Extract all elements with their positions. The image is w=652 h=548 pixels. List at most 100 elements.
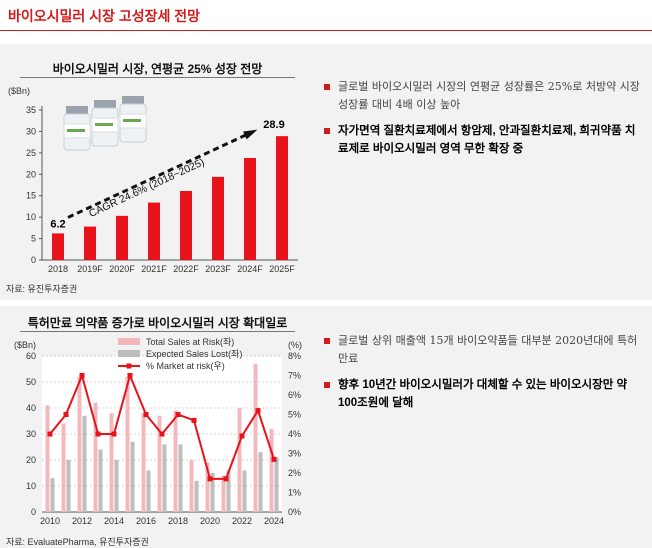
- bar-total-sales-2017: [157, 415, 162, 512]
- bar-total-sales-2011: [61, 423, 66, 512]
- point-market-at-risk-2018: [175, 412, 181, 417]
- bar-expected-lost-2017: [162, 444, 167, 512]
- x-tick-label: 2014: [104, 516, 124, 526]
- bullet-item: 글로벌 바이오시밀러 시장의 연평균 성장률은 25%로 처방약 시장 성장률 …: [324, 78, 642, 114]
- y-tick-right-label: 1%: [288, 488, 301, 498]
- section2-bullets: 글로벌 상위 매출액 15개 바이오약품들 대부분 2020년대에 특허만료 향…: [324, 332, 642, 420]
- y-tick-label: 10: [26, 212, 36, 222]
- x-tick-label: 2025F: [269, 264, 295, 274]
- bar-total-sales-2023: [253, 363, 258, 512]
- bar-total-sales-2021: [221, 475, 226, 512]
- bar-total-sales-2016: [141, 413, 146, 512]
- section1-bullets: 글로벌 바이오시밀러 시장의 연평균 성장률은 25%로 처방약 시장 성장률 …: [324, 78, 642, 166]
- point-market-at-risk-2019: [191, 417, 197, 423]
- bar-2021F: [148, 202, 160, 260]
- point-market-at-risk-2024: [271, 456, 277, 462]
- y-tick-right-label: 3%: [288, 449, 301, 459]
- bullet-text: 향후 10년간 바이오시밀러가 대체할 수 있는 바이오시장만 약 100조원에…: [338, 379, 628, 409]
- point-market-at-risk-2020: [207, 476, 213, 482]
- bullet-marker: [324, 84, 330, 90]
- title-divider: [0, 30, 652, 31]
- cagr-arrow-head: [243, 129, 258, 140]
- bullet-item: 향후 10년간 바이오시밀러가 대체할 수 있는 바이오시장만 약 100조원에…: [324, 376, 642, 412]
- point-market-at-risk-2016: [143, 412, 149, 417]
- x-tick-label: 2019F: [77, 264, 103, 274]
- bar-total-sales-2024: [269, 428, 274, 512]
- y-tick-left-label: 0: [31, 507, 36, 517]
- y-tick-label: 20: [26, 169, 36, 179]
- bar-expected-lost-2011: [66, 460, 71, 512]
- data-label-last: 28.9: [263, 119, 284, 131]
- bullet-text: 글로벌 바이오시밀러 시장의 연평균 성장률은 25%로 처방약 시장 성장률 …: [338, 80, 640, 111]
- legend-label-total: Total Sales at Risk(좌): [146, 337, 234, 347]
- x-tick-label: 2018: [48, 264, 68, 274]
- bullet-text: 자가면역 질환치료제에서 항암제, 안과질환치료제, 희귀약품 치료제로 바이오…: [338, 125, 636, 155]
- chart2-title-underline: [20, 331, 295, 332]
- y-tick-left-label: 10: [26, 481, 36, 491]
- point-market-at-risk-2012: [79, 373, 85, 378]
- bar-2022F: [180, 191, 192, 260]
- y-tick-left-label: 20: [26, 455, 36, 465]
- x-tick-label: 2022: [232, 516, 252, 526]
- y-tick-right-label: 8%: [288, 351, 301, 361]
- x-tick-label: 2012: [72, 516, 92, 526]
- bar-2020F: [116, 215, 128, 260]
- y-tick-label: 15: [26, 191, 36, 201]
- point-market-at-risk-2022: [239, 433, 245, 439]
- bar-2023F: [212, 176, 224, 260]
- legend-label-expected: Expected Sales Lost(좌): [146, 349, 242, 359]
- point-market-at-risk-2011: [63, 412, 69, 417]
- y-tick-left-label: 40: [26, 403, 36, 413]
- point-market-at-risk-2017: [159, 431, 165, 437]
- bar-expected-lost-2022: [242, 470, 247, 512]
- x-tick-label: 2022F: [173, 264, 199, 274]
- point-market-at-risk-2010: [47, 431, 53, 437]
- y-tick-left-label: 30: [26, 429, 36, 439]
- bar-expected-lost-2023: [258, 452, 263, 512]
- bar-expected-lost-2015: [130, 441, 135, 512]
- data-label-first: 6.2: [50, 218, 65, 230]
- chart2-title: 특허만료 의약품 증가로 바이오시밀러 시장 확대일로: [27, 316, 288, 330]
- bar-total-sales-2022: [237, 408, 242, 512]
- y-tick-right-label: 2%: [288, 468, 301, 478]
- point-market-at-risk-2021: [223, 476, 229, 482]
- bar-expected-lost-2014: [114, 460, 119, 512]
- page-title: 바이오시밀러 시장 고성장세 전망: [8, 8, 200, 24]
- y-tick-right-label: 7%: [288, 371, 301, 381]
- bullet-marker: [324, 128, 330, 134]
- bar-total-sales-2013: [93, 402, 98, 512]
- bar-expected-lost-2024: [274, 457, 279, 512]
- bar-total-sales-2018: [173, 410, 178, 512]
- vial-3: [119, 96, 147, 143]
- bullet-text: 글로벌 상위 매출액 15개 바이오약품들 대부분 2020년대에 특허만료: [338, 334, 638, 365]
- bar-2024F: [244, 158, 256, 260]
- x-tick-label: 2020: [200, 516, 220, 526]
- x-tick-label: 2016: [136, 516, 156, 526]
- y-tick-label: 5: [31, 234, 36, 244]
- bar-expected-lost-2010: [50, 478, 55, 512]
- y-tick-left-label: 50: [26, 377, 36, 387]
- bar-total-sales-2015: [125, 376, 130, 512]
- vial-1: [63, 106, 91, 151]
- legend-swatch-expected: [118, 350, 140, 357]
- bar-2019F: [84, 226, 96, 260]
- chart1-title-underline: [20, 77, 295, 78]
- x-tick-label: 2010: [40, 516, 60, 526]
- bar-expected-lost-2013: [98, 449, 103, 512]
- bar-total-sales-2020: [205, 462, 210, 512]
- bar-total-sales-2012: [77, 376, 82, 512]
- y-axis-right-label: (%): [288, 340, 302, 350]
- y-tick-right-label: 6%: [288, 390, 301, 400]
- bar-expected-lost-2016: [146, 470, 151, 512]
- x-tick-label: 2024F: [237, 264, 263, 274]
- y-tick-right-label: 5%: [288, 410, 301, 420]
- y-tick-left-label: 60: [26, 351, 36, 361]
- point-market-at-risk-2014: [111, 431, 117, 437]
- y-tick-label: 30: [26, 126, 36, 136]
- x-tick-label: 2021F: [141, 264, 167, 274]
- point-market-at-risk-2013: [95, 431, 101, 437]
- y-tick-right-label: 4%: [288, 429, 301, 439]
- bar-2025F: [276, 136, 288, 260]
- bar-expected-lost-2020: [210, 473, 215, 512]
- bullet-marker: [324, 382, 330, 388]
